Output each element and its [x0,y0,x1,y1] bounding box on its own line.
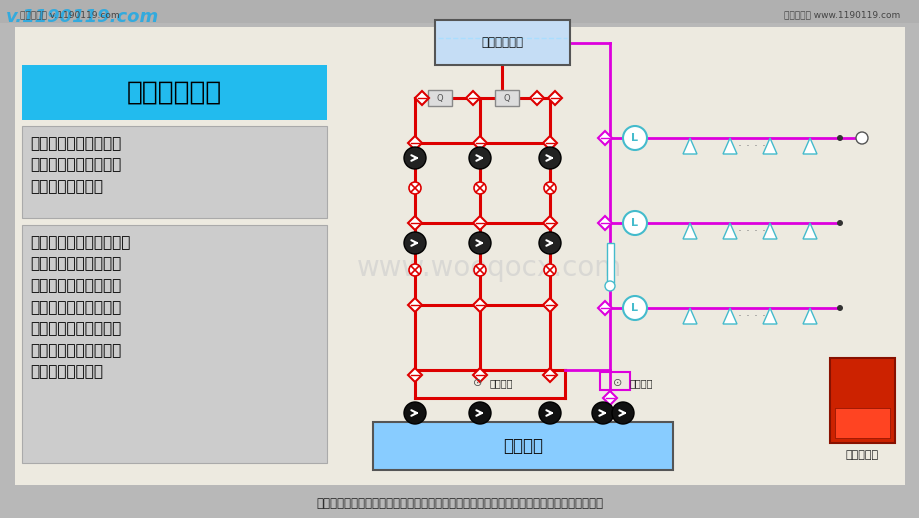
Polygon shape [597,301,611,315]
Text: · · · ·: · · · · [737,309,766,323]
Circle shape [473,182,485,194]
Circle shape [403,147,425,169]
Polygon shape [472,298,486,312]
Circle shape [473,264,485,276]
Bar [22,225,326,463]
Polygon shape [802,308,816,324]
Polygon shape [597,131,611,145]
Polygon shape [762,308,777,324]
Text: · · · ·: · · · · [737,224,766,237]
Polygon shape [407,136,422,150]
Polygon shape [542,136,556,150]
Polygon shape [466,91,480,105]
Polygon shape [472,368,486,382]
Bar [0,0,919,23]
Text: · · · ·: · · · · [737,139,766,152]
Polygon shape [762,138,777,154]
Polygon shape [722,308,736,324]
Bar [607,243,613,283]
Bar [372,422,673,470]
Polygon shape [548,91,562,105]
Text: L: L [630,133,638,143]
Text: 屋顶消防水箱: 屋顶消防水箱 [481,36,523,49]
Bar [15,27,904,485]
Text: 消防水池: 消防水池 [503,437,542,455]
Text: 消防大讲堂 v.1190119.com: 消防大讲堂 v.1190119.com [20,10,119,20]
Bar [834,408,889,438]
Polygon shape [542,298,556,312]
Bar [494,90,518,106]
Circle shape [539,147,561,169]
Text: Q: Q [437,94,443,103]
Text: 压力开关: 压力开关 [630,378,652,388]
Circle shape [409,264,421,276]
Text: 消防给水系统中，管件、配件等的产品工作压力不应小于（所在位置）管网的系统工作压力，: 消防给水系统中，管件、配件等的产品工作压力不应小于（所在位置）管网的系统工作压力… [316,497,603,511]
Circle shape [622,211,646,235]
Polygon shape [682,223,697,239]
Text: 压力开关: 压力开关 [490,378,513,388]
Circle shape [539,402,561,424]
Polygon shape [597,216,611,230]
Circle shape [622,126,646,150]
Polygon shape [762,223,777,239]
Circle shape [403,402,425,424]
Polygon shape [802,223,816,239]
Text: Q: Q [503,94,510,103]
Circle shape [622,296,646,320]
Polygon shape [802,138,816,154]
Polygon shape [542,216,556,230]
Text: 系统工作压力，是指消
防给水系统中可能运行
的最大工作压力。: 系统工作压力，是指消 防给水系统中可能运行 的最大工作压力。 [30,136,121,194]
Circle shape [543,264,555,276]
Text: 消防资源网 www.1190119.com: 消防资源网 www.1190119.com [783,10,899,20]
Bar [22,65,326,120]
Text: 消防给水系统中，管件、
配件等的产品工作压力
不应小于（所在位置）
管网的系统工作压力，
以防火灾时这些部位出
现渗漏或损坏，影响消
防供水的可靠性。: 消防给水系统中，管件、 配件等的产品工作压力 不应小于（所在位置） 管网的系统工… [30,235,130,380]
Circle shape [836,220,842,226]
Text: ⊙: ⊙ [613,378,622,388]
Polygon shape [682,308,697,324]
Polygon shape [472,136,486,150]
Polygon shape [407,368,422,382]
Circle shape [539,232,561,254]
Polygon shape [407,216,422,230]
Polygon shape [602,391,617,405]
Bar [437,40,566,62]
Circle shape [605,281,614,291]
Circle shape [469,402,491,424]
Polygon shape [472,216,486,230]
Text: www.wooqocx.com: www.wooqocx.com [357,254,622,282]
Text: 系统工作压力: 系统工作压力 [126,80,221,106]
Polygon shape [722,138,736,154]
Bar [0,490,919,518]
Bar [22,126,326,218]
Circle shape [403,232,425,254]
Polygon shape [682,138,697,154]
Text: ⊙: ⊙ [472,378,482,388]
Circle shape [855,132,867,144]
Polygon shape [542,368,556,382]
Circle shape [469,147,491,169]
Text: L: L [630,303,638,313]
Circle shape [591,402,613,424]
Bar [427,90,451,106]
Bar [829,358,894,443]
Polygon shape [407,298,422,312]
Circle shape [611,402,633,424]
Text: 水泵启动柜: 水泵启动柜 [845,450,879,460]
Text: v.1190119.com: v.1190119.com [6,8,159,26]
Circle shape [409,182,421,194]
Circle shape [543,182,555,194]
Polygon shape [529,91,543,105]
Circle shape [469,232,491,254]
Circle shape [836,135,842,141]
Circle shape [836,305,842,311]
Text: L: L [630,218,638,228]
Bar [435,20,570,65]
Polygon shape [722,223,736,239]
Bar [599,372,630,390]
Polygon shape [414,91,428,105]
